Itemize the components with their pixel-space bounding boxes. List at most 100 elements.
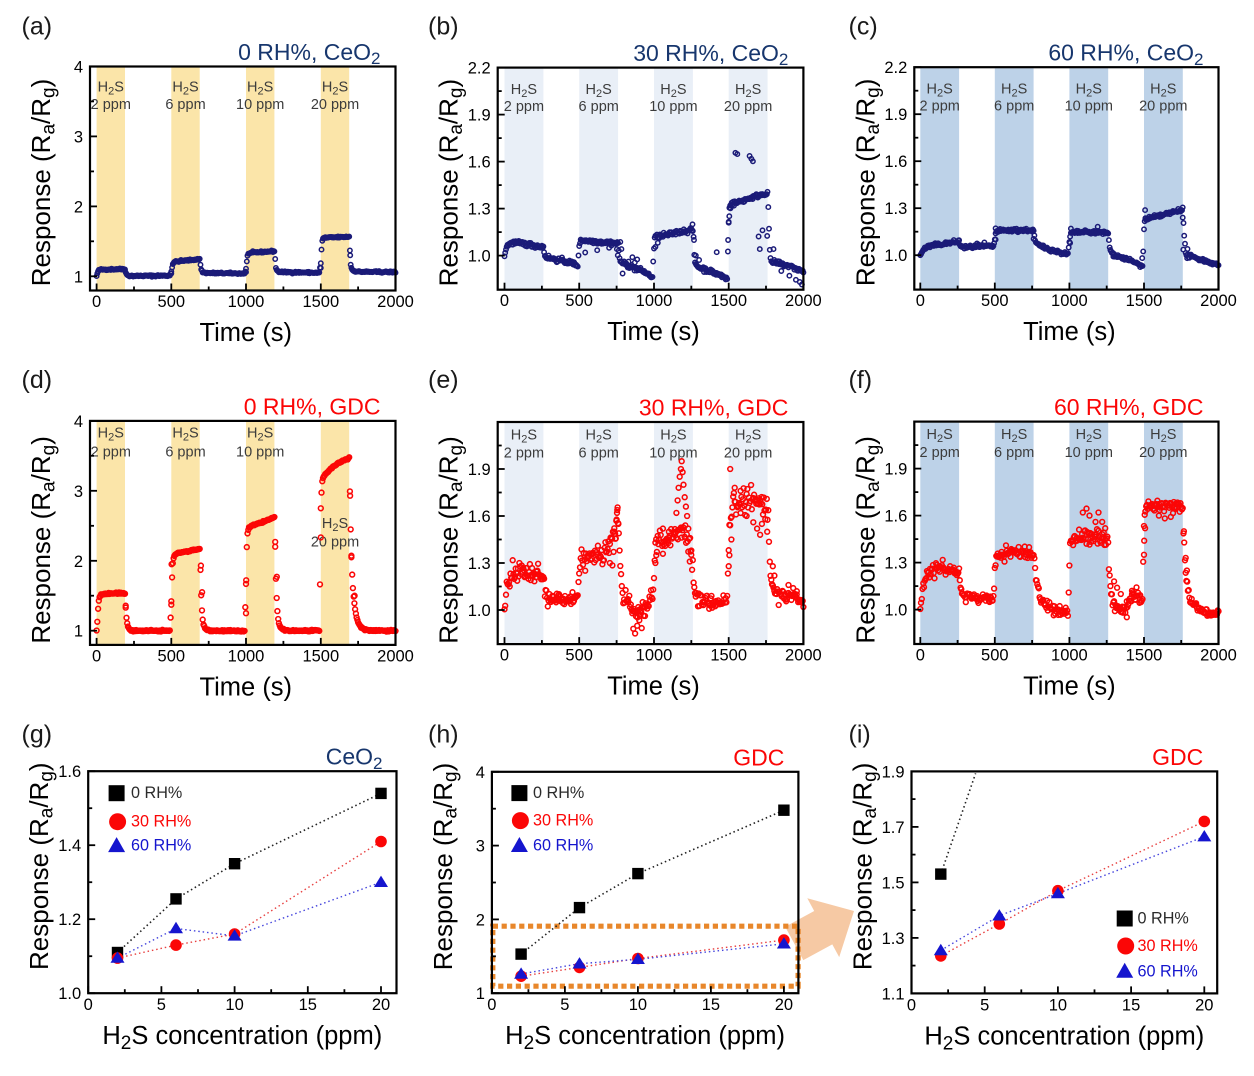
svg-text:10: 10 (629, 996, 647, 1014)
svg-text:2000: 2000 (377, 647, 414, 665)
svg-text:GDC: GDC (1152, 744, 1203, 770)
svg-text:H2S: H2S (247, 426, 273, 444)
svg-text:0: 0 (500, 647, 509, 665)
svg-text:(a): (a) (22, 13, 53, 41)
svg-text:1.0: 1.0 (468, 248, 491, 266)
svg-text:(e): (e) (428, 366, 459, 394)
svg-text:H2S: H2S (927, 82, 953, 100)
svg-text:20 ppm: 20 ppm (724, 446, 772, 462)
svg-text:1.0: 1.0 (468, 602, 491, 620)
svg-text:2000: 2000 (1200, 647, 1237, 665)
svg-text:500: 500 (158, 293, 186, 311)
svg-text:2.2: 2.2 (468, 60, 491, 78)
svg-text:Time (s): Time (s) (1023, 673, 1116, 701)
svg-text:Response (Ra/Rg): Response (Ra/Rg) (26, 79, 60, 287)
svg-text:500: 500 (981, 647, 1009, 665)
svg-text:1500: 1500 (710, 292, 747, 310)
svg-text:6 ppm: 6 ppm (994, 445, 1034, 461)
svg-text:1.3: 1.3 (884, 200, 907, 218)
svg-text:0 RH%, CeO2: 0 RH%, CeO2 (238, 39, 380, 68)
svg-text:Response (Ra/Rg): Response (Ra/Rg) (24, 762, 58, 970)
svg-text:1.7: 1.7 (882, 819, 905, 837)
svg-text:H2S: H2S (586, 428, 612, 446)
svg-text:0: 0 (916, 647, 925, 665)
svg-text:1.6: 1.6 (468, 508, 491, 526)
svg-text:1.6: 1.6 (468, 154, 491, 172)
svg-text:H2S concentration (ppm): H2S concentration (ppm) (102, 1022, 382, 1054)
svg-text:H2S: H2S (511, 82, 537, 100)
svg-text:H2S: H2S (98, 426, 124, 444)
svg-text:6 ppm: 6 ppm (165, 97, 205, 113)
svg-text:6 ppm: 6 ppm (579, 99, 619, 115)
svg-text:H2S: H2S (1150, 82, 1176, 100)
svg-text:1.9: 1.9 (884, 106, 907, 124)
svg-text:0: 0 (500, 292, 509, 310)
svg-text:2: 2 (74, 553, 83, 571)
svg-text:1.4: 1.4 (58, 837, 81, 855)
svg-text:2 ppm: 2 ppm (91, 444, 131, 460)
svg-text:1.9: 1.9 (468, 461, 491, 479)
svg-text:(f): (f) (849, 366, 873, 394)
svg-text:10 ppm: 10 ppm (236, 444, 284, 460)
svg-text:0 RH%: 0 RH% (1138, 910, 1189, 928)
svg-text:1000: 1000 (1051, 647, 1088, 665)
svg-text:60 RH%, CeO2: 60 RH%, CeO2 (1048, 40, 1203, 69)
svg-text:2 ppm: 2 ppm (91, 97, 131, 113)
svg-text:Time (s): Time (s) (607, 673, 700, 701)
svg-text:(d): (d) (22, 366, 53, 394)
svg-text:Time (s): Time (s) (200, 319, 293, 347)
svg-text:0: 0 (84, 996, 93, 1014)
svg-text:(h): (h) (428, 721, 459, 749)
svg-text:(c): (c) (849, 13, 878, 41)
svg-text:20: 20 (775, 996, 793, 1014)
svg-text:H2S: H2S (1001, 82, 1027, 100)
svg-text:Time (s): Time (s) (1023, 318, 1116, 346)
svg-text:H2S: H2S (586, 82, 612, 100)
svg-text:0: 0 (92, 293, 101, 311)
svg-text:4: 4 (74, 413, 83, 431)
svg-text:Response (Ra/Rg): Response (Ra/Rg) (434, 436, 468, 644)
svg-text:20: 20 (372, 996, 390, 1014)
svg-text:H2S: H2S (98, 80, 124, 98)
svg-text:1500: 1500 (302, 647, 339, 665)
svg-text:1000: 1000 (1051, 292, 1088, 310)
svg-text:500: 500 (565, 647, 593, 665)
svg-text:15: 15 (702, 996, 720, 1014)
svg-text:60 RH%: 60 RH% (533, 837, 593, 855)
svg-text:2000: 2000 (377, 293, 414, 311)
svg-text:1.9: 1.9 (882, 763, 905, 781)
svg-text:1.6: 1.6 (884, 508, 907, 526)
svg-text:2.2: 2.2 (884, 59, 907, 77)
svg-text:(g): (g) (22, 721, 53, 749)
svg-text:1.0: 1.0 (884, 602, 907, 620)
svg-text:20 ppm: 20 ppm (311, 97, 359, 113)
svg-text:1000: 1000 (228, 293, 265, 311)
svg-text:3: 3 (74, 128, 83, 146)
svg-text:10 ppm: 10 ppm (649, 446, 697, 462)
svg-text:2 ppm: 2 ppm (920, 99, 960, 115)
svg-text:2 ppm: 2 ppm (920, 445, 960, 461)
svg-text:15: 15 (1122, 996, 1140, 1014)
svg-text:500: 500 (565, 292, 593, 310)
svg-text:30 RH%, GDC: 30 RH%, GDC (639, 395, 789, 421)
svg-text:2: 2 (74, 198, 83, 216)
svg-text:H2S: H2S (511, 428, 537, 446)
svg-text:2000: 2000 (1200, 292, 1237, 310)
svg-text:3: 3 (74, 483, 83, 501)
svg-text:Response (Ra/Rg): Response (Ra/Rg) (434, 79, 468, 287)
svg-text:1.5: 1.5 (882, 874, 905, 892)
svg-text:1.6: 1.6 (884, 153, 907, 171)
svg-text:3: 3 (476, 838, 485, 856)
svg-text:H2S: H2S (1001, 427, 1027, 445)
svg-text:Response (Ra/Rg): Response (Ra/Rg) (428, 763, 462, 971)
svg-text:6 ppm: 6 ppm (994, 99, 1034, 115)
svg-text:H2S: H2S (1150, 427, 1176, 445)
svg-text:5: 5 (980, 996, 989, 1014)
svg-text:15: 15 (299, 996, 317, 1014)
svg-text:Response (Ra/Rg): Response (Ra/Rg) (850, 79, 884, 287)
svg-text:1.3: 1.3 (468, 555, 491, 573)
svg-text:6 ppm: 6 ppm (579, 446, 619, 462)
svg-text:1.9: 1.9 (468, 107, 491, 125)
svg-text:1: 1 (476, 985, 485, 1003)
svg-text:4: 4 (74, 58, 83, 76)
